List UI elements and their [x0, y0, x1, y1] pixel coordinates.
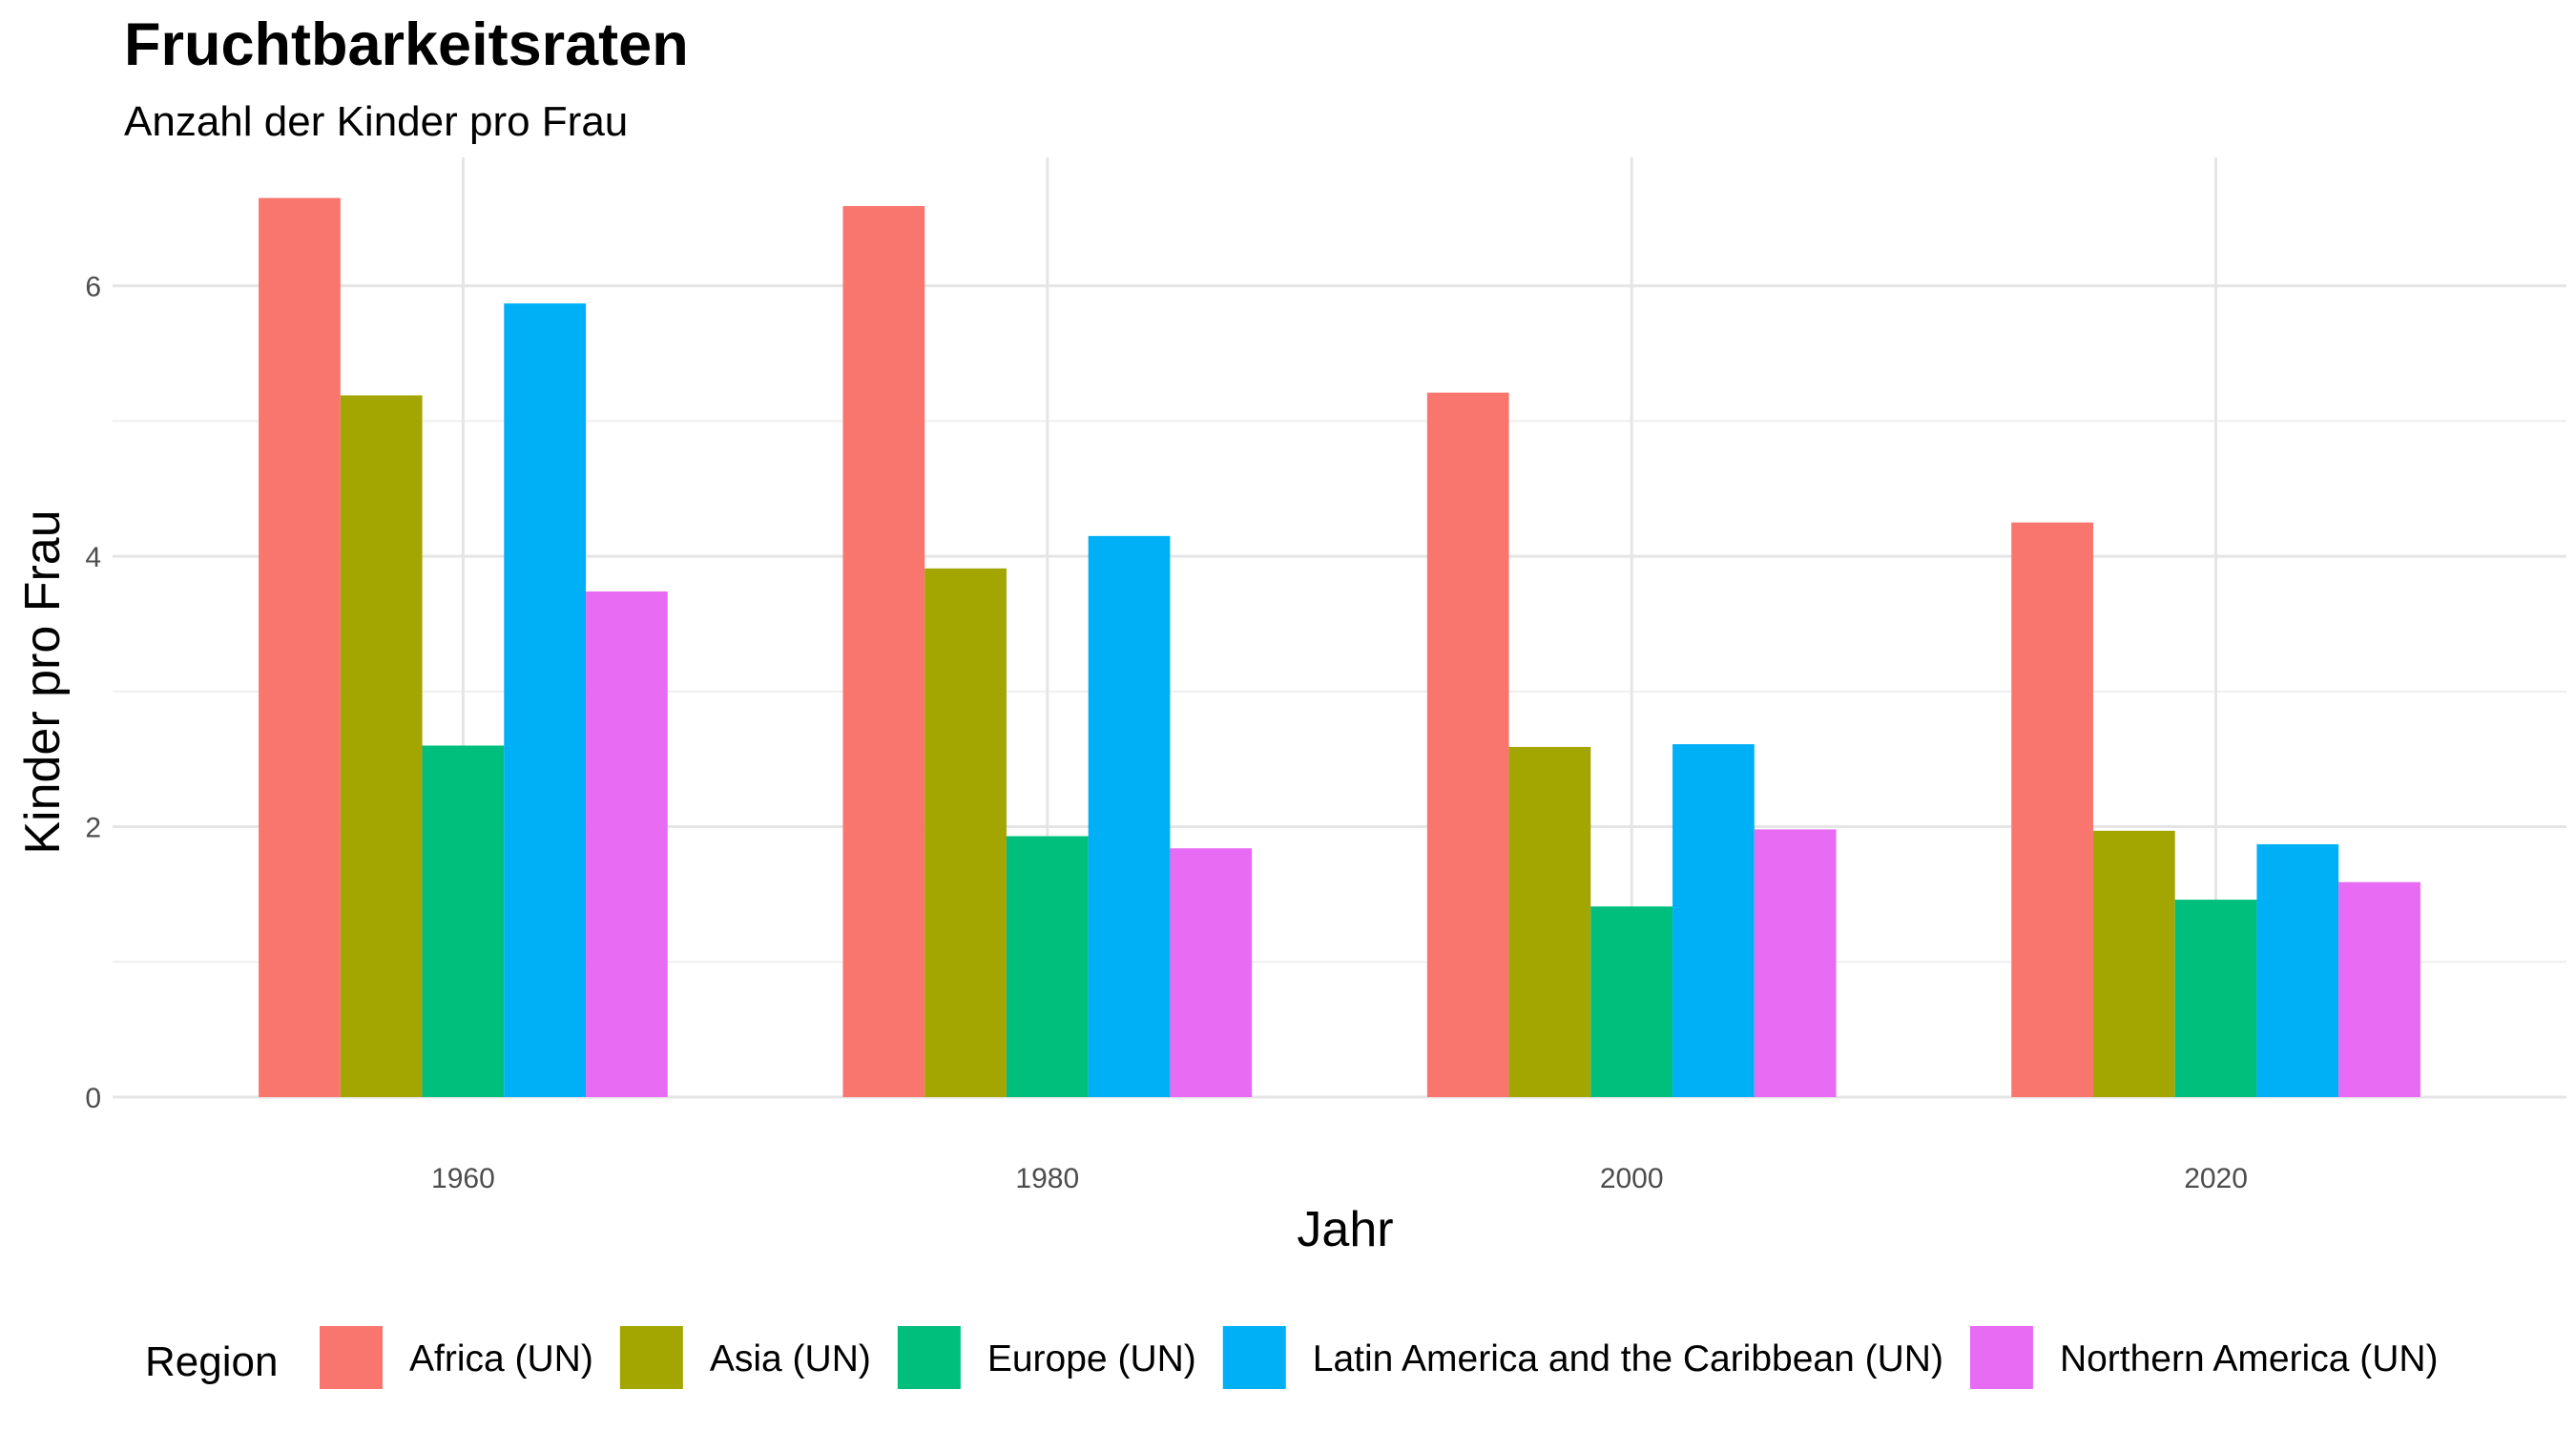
bar	[422, 745, 505, 1097]
bar	[1590, 906, 1673, 1097]
legend-key	[1969, 1326, 2033, 1389]
bar	[842, 206, 925, 1097]
bar	[1170, 848, 1253, 1097]
legend-label: Europe (UN)	[987, 1338, 1196, 1379]
y-tick-label: 2	[85, 813, 101, 844]
bar	[259, 197, 341, 1097]
x-tick-label: 1960	[431, 1163, 495, 1194]
legend-key	[320, 1326, 383, 1389]
legend-title: Region	[145, 1338, 278, 1385]
legend-label: Africa (UN)	[409, 1338, 593, 1379]
bar	[1006, 836, 1089, 1097]
bar	[2092, 830, 2175, 1097]
y-tick-label: 6	[85, 272, 101, 303]
x-tick-label: 2020	[2184, 1163, 2248, 1194]
legend-label: Latin America and the Caribbean (UN)	[1313, 1338, 1943, 1379]
legend-key	[897, 1326, 961, 1389]
y-axis-title: Kinder pro Frau	[15, 509, 71, 854]
legend: Region Africa (UN) Asia (UN) Europe (UN) La…	[145, 1326, 2439, 1389]
bar	[2174, 900, 2257, 1097]
x-axis-ticks: 1960 1980 2000 2020	[431, 1163, 2248, 1194]
bar	[2011, 522, 2093, 1097]
y-tick-label: 4	[85, 542, 101, 573]
bar	[2256, 843, 2339, 1097]
x-tick-label: 2000	[1600, 1163, 1664, 1194]
legend-key	[619, 1326, 683, 1389]
bar	[1672, 744, 1755, 1097]
bar	[1088, 535, 1171, 1097]
legend-label: Asia (UN)	[710, 1338, 871, 1379]
x-axis-title: Jahr	[1297, 1202, 1393, 1257]
bar	[504, 303, 587, 1097]
y-axis-ticks: 0 2 4 6	[85, 272, 101, 1114]
y-tick-label: 0	[85, 1083, 101, 1114]
bar	[1754, 829, 1837, 1097]
bar	[924, 568, 1007, 1097]
x-tick-label: 1980	[1015, 1163, 1079, 1194]
legend-label: Northern America (UN)	[2060, 1338, 2439, 1379]
legend-key	[1222, 1326, 1286, 1389]
bar	[340, 395, 423, 1097]
bar	[586, 591, 668, 1097]
chart-subtitle: Anzahl der Kinder pro Frau	[124, 98, 628, 145]
bar	[2338, 881, 2420, 1097]
bars	[259, 197, 2420, 1097]
bar	[1426, 392, 1509, 1097]
chart-title: Fruchtbarkeitsraten	[124, 11, 689, 78]
bar	[1508, 746, 1591, 1097]
